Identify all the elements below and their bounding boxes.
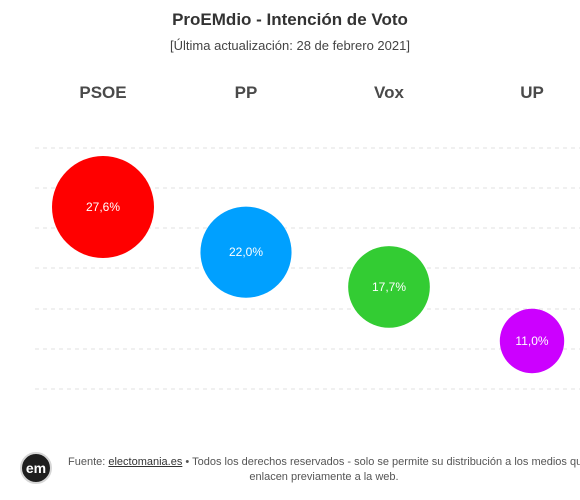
footer-line2: enlacen previamente a la web. xyxy=(249,471,399,483)
party-label-psoe: PSOE xyxy=(79,83,126,102)
party-labels: PSOE PP Vox UP xyxy=(79,83,543,102)
electomania-logo: em xyxy=(20,452,52,484)
chart-subtitle: [Última actualización: 28 de febrero 202… xyxy=(170,38,410,53)
chart-title: ProEMdio - Intención de Voto xyxy=(172,10,408,29)
bubble-chart: PSOE PP Vox UP 27,6% 22,0% 17,7% 11,0% xyxy=(35,83,580,390)
party-label-vox: Vox xyxy=(374,83,404,102)
bubble-pp xyxy=(200,206,292,298)
bubbles: 27,6% 22,0% 17,7% 11,0% xyxy=(52,156,565,374)
party-label-pp: PP xyxy=(235,83,258,102)
value-label-vox: 17,7% xyxy=(372,280,406,294)
bubble-psoe xyxy=(52,156,154,258)
footer-source: Fuente: electomania.es • Todos los derec… xyxy=(68,455,580,485)
bubble-up xyxy=(499,308,565,374)
source-link[interactable]: electomania.es xyxy=(108,456,183,468)
value-label-psoe: 27,6% xyxy=(86,200,120,214)
value-label-pp: 22,0% xyxy=(229,245,263,259)
footer-prefix: Fuente: xyxy=(68,456,109,468)
footer-rights: • Todos los derechos reservados - solo s… xyxy=(182,456,580,468)
bubble-vox xyxy=(348,246,430,328)
party-label-up: UP xyxy=(520,83,544,102)
value-label-up: 11,0% xyxy=(515,334,548,348)
